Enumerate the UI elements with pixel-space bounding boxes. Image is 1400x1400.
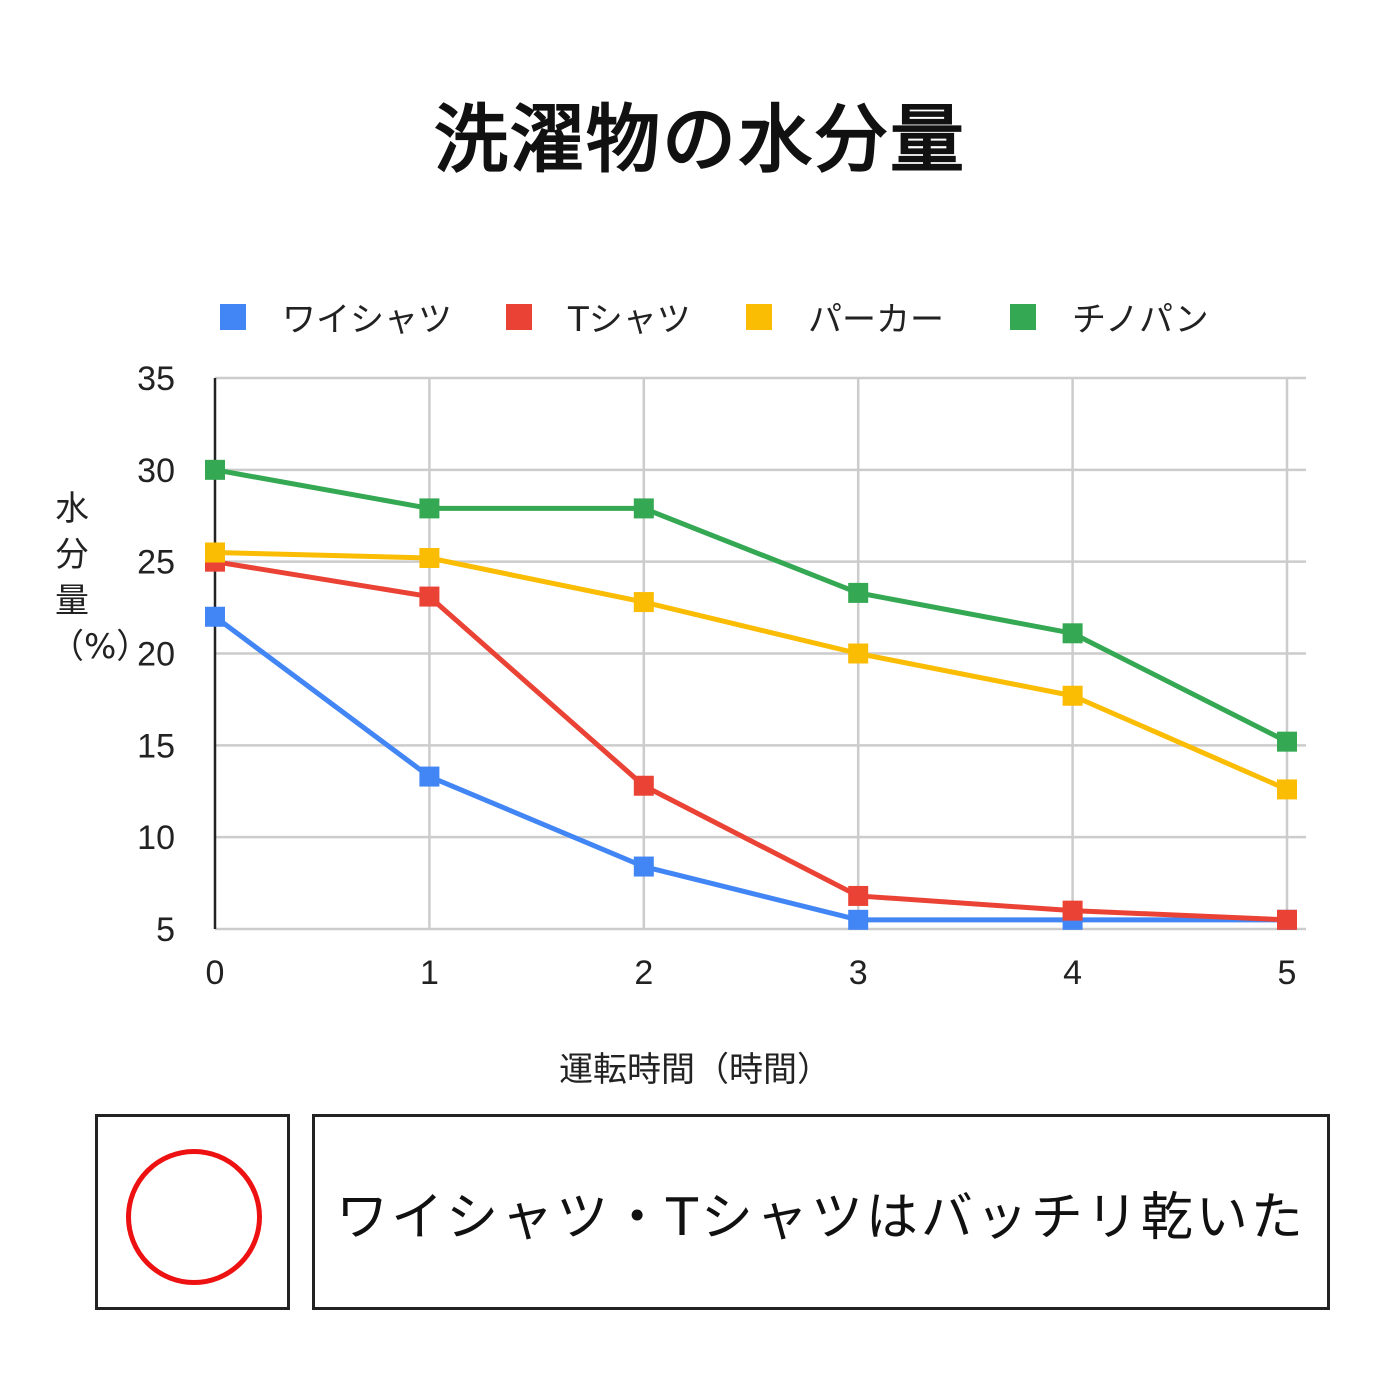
legend-swatch-tshirt bbox=[506, 303, 532, 330]
data-point-s3-x4 bbox=[1062, 623, 1083, 644]
data-point-s1-x4 bbox=[1062, 900, 1083, 921]
legend-item-wishirt: ワイシャツ bbox=[220, 292, 452, 341]
legend-label-parka: パーカー bbox=[808, 300, 944, 340]
data-point-s1-x1 bbox=[419, 586, 440, 607]
legend-item-tshirt: Tシャツ bbox=[506, 292, 691, 341]
x-tick-label-3: 3 bbox=[849, 954, 868, 992]
chart-legend: ワイシャツ Tシャツ パーカー チノパン bbox=[0, 282, 1400, 340]
chart-title: 洗濯物の水分量 bbox=[434, 97, 966, 183]
y-tick-label-30: 30 bbox=[137, 452, 175, 490]
data-point-s0-x2 bbox=[633, 856, 654, 877]
x-tick-label-0: 0 bbox=[206, 954, 225, 992]
x-tick-label-2: 2 bbox=[634, 954, 653, 992]
data-point-s1-x2 bbox=[633, 775, 654, 796]
data-point-s2-x2 bbox=[633, 592, 654, 613]
y-tick-label-20: 20 bbox=[137, 636, 175, 674]
legend-label-wishirt: ワイシャツ bbox=[282, 300, 452, 340]
data-point-s2-x0 bbox=[205, 542, 225, 563]
y-axis-label: 水分量（%） bbox=[50, 489, 151, 667]
data-point-s2-x3 bbox=[848, 643, 869, 664]
data-point-s3-x1 bbox=[419, 498, 440, 519]
series-line-0 bbox=[213, 614, 1287, 923]
y-tick-label-35: 35 bbox=[137, 360, 175, 398]
y-tick-label-15: 15 bbox=[137, 727, 175, 765]
x-tick-label-1: 1 bbox=[420, 954, 439, 992]
data-point-s3-x2 bbox=[633, 498, 654, 519]
legend-item-chinos: チノパン bbox=[1010, 292, 1209, 341]
series-line-3 bbox=[214, 467, 1289, 744]
series-line-1 bbox=[214, 559, 1288, 923]
data-point-s1-x3 bbox=[848, 885, 869, 906]
maru-circle-icon bbox=[126, 1149, 262, 1285]
x-axis-label: 運転時間（時間） bbox=[559, 1050, 831, 1090]
evaluation-comment-box: ワイシャツ・Tシャツはバッチリ乾いた bbox=[312, 1114, 1330, 1310]
legend-swatch-chinos bbox=[1010, 303, 1036, 330]
data-point-s3-x0 bbox=[205, 459, 225, 480]
evaluation-comment: ワイシャツ・Tシャツはバッチリ乾いた bbox=[336, 1187, 1306, 1248]
data-point-s0-x0 bbox=[205, 606, 225, 627]
y-tick-label-5: 5 bbox=[156, 911, 175, 949]
x-tick-label-5: 5 bbox=[1278, 954, 1297, 992]
x-tick-label-4: 4 bbox=[1063, 954, 1082, 992]
legend-item-parka: パーカー bbox=[746, 292, 944, 341]
data-point-s3-x3 bbox=[848, 582, 869, 603]
data-point-s2-x5 bbox=[1277, 779, 1297, 800]
y-tick-label-10: 10 bbox=[137, 819, 175, 857]
evaluation-mark-box bbox=[95, 1114, 290, 1310]
legend-label-tshirt: Tシャツ bbox=[568, 300, 691, 340]
data-point-s2-x4 bbox=[1062, 685, 1083, 706]
data-point-s1-x5 bbox=[1277, 909, 1297, 930]
legend-swatch-parka bbox=[746, 303, 772, 330]
line-chart: 5 10 15 20 25 30 35 0 1 2 3 4 5 bbox=[137, 360, 1306, 992]
data-point-s2-x1 bbox=[419, 547, 440, 568]
series-line-2 bbox=[214, 549, 1289, 792]
legend-swatch-wishirt bbox=[220, 303, 246, 330]
data-point-s3-x5 bbox=[1277, 731, 1297, 752]
legend-label-chinos: チノパン bbox=[1072, 300, 1209, 340]
data-point-s0-x3 bbox=[848, 909, 869, 930]
data-point-s0-x1 bbox=[419, 766, 440, 787]
y-tick-label-25: 25 bbox=[137, 544, 175, 582]
